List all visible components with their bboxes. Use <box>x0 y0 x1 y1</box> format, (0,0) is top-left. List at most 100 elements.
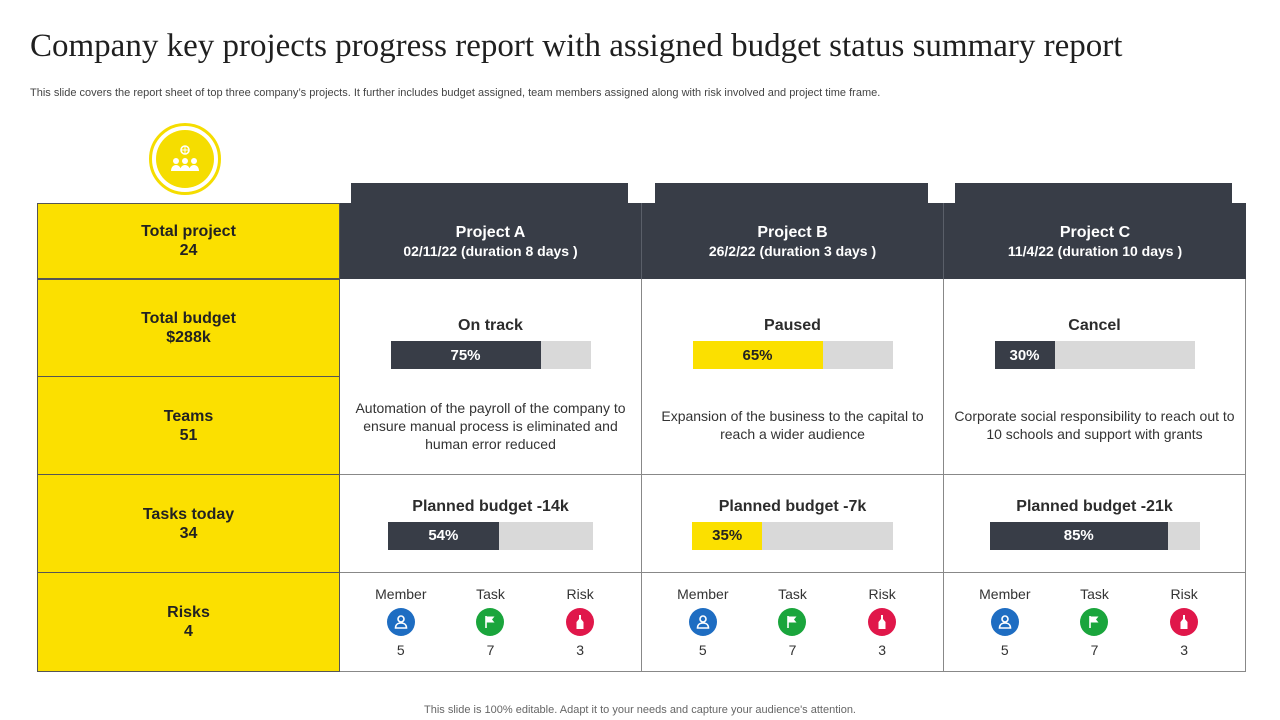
project-c-progress-fill: 30% <box>994 341 1055 369</box>
task-label: Task <box>778 586 807 602</box>
project-a-budget-text: 54% <box>428 527 459 544</box>
project-c-description: Corporate social responsibility to reach… <box>954 408 1235 442</box>
project-b-status: Paused <box>764 317 821 334</box>
project-c-budget-text: 85% <box>1063 527 1094 544</box>
task-count: 7 <box>1090 642 1099 658</box>
project-b-description-cell: Expansion of the business to the capital… <box>642 377 944 475</box>
project-a-status: On track <box>458 317 523 334</box>
project-a-name: Project A <box>455 223 526 241</box>
risks-label: Risks <box>167 604 210 621</box>
project-b-risk-stat: Risk 3 <box>847 586 917 658</box>
project-a-progress-fill: 75% <box>390 341 541 369</box>
member-label: Member <box>979 586 1031 602</box>
member-count: 5 <box>698 642 707 658</box>
project-b-progress-label: 65% <box>742 346 773 364</box>
project-a-budget-fill: 54% <box>388 521 499 550</box>
project-a-risk-stat: Risk 3 <box>545 586 615 658</box>
tasks-today-label: Tasks today <box>142 505 235 523</box>
report-table: Total project 24 Project A 02/11/22 (dur… <box>37 203 1246 672</box>
teams-cell: Teams 51 <box>37 377 340 475</box>
project-c-task-stat: Task 7 <box>1059 586 1129 658</box>
flag-icon <box>476 608 505 636</box>
risk-label: Risk <box>868 586 896 602</box>
project-c-status-cell: Cancel 30% <box>944 279 1246 377</box>
project-a-task-stat: Task 7 <box>455 586 525 658</box>
project-b-budget-text: 35% <box>712 527 743 544</box>
project-c-budget-fill: 85% <box>989 521 1168 550</box>
project-b-tab <box>655 183 928 205</box>
task-label: Task <box>1080 586 1109 602</box>
project-c-budget-bar: 85% <box>989 521 1200 550</box>
project-c-progress-bar: 30% <box>994 341 1195 369</box>
risk-label: Risk <box>566 586 594 602</box>
tasks-today-value: 34 <box>179 524 198 542</box>
member-count: 5 <box>1000 642 1009 658</box>
project-b-date: 26/2/22 (duration 3 days ) <box>708 242 877 259</box>
team-logo <box>149 123 221 195</box>
bottle-icon <box>566 608 595 636</box>
risk-count: 3 <box>576 642 585 658</box>
total-budget-label: Total budget <box>141 310 236 327</box>
project-a-description: Automation of the payroll of the company… <box>355 400 626 452</box>
project-b-progress-bar: 65% <box>692 341 893 369</box>
project-c-tab <box>955 183 1232 205</box>
project-c-date: 11/4/22 (duration 10 days ) <box>1007 242 1183 259</box>
total-budget-value: $288k <box>166 329 211 346</box>
project-a-date: 02/11/22 (duration 8 days ) <box>403 242 578 259</box>
tasks-today-cell: Tasks today 34 <box>37 475 340 573</box>
project-c-budget-cell: Planned budget -21k 85% <box>944 475 1246 573</box>
project-a-budget-cell: Planned budget -14k 54% <box>340 475 642 573</box>
project-a-progress-bar: 75% <box>390 341 591 369</box>
risk-count: 3 <box>878 642 887 658</box>
project-b-name: Project B <box>757 223 828 241</box>
member-label: Member <box>677 586 729 602</box>
total-project-label: Total project <box>141 223 236 240</box>
project-c-progress-label: 30% <box>1009 346 1040 364</box>
member-count: 5 <box>396 642 405 658</box>
project-b-header: Project B 26/2/22 (duration 3 days ) <box>642 203 944 279</box>
project-c-status: Cancel <box>1068 317 1121 334</box>
project-a-description-cell: Automation of the payroll of the company… <box>340 377 642 475</box>
project-b-budget-fill: 35% <box>692 521 763 550</box>
project-c-stats-cell: Member 5 Task 7 Risk 3 <box>944 573 1246 672</box>
risk-count: 3 <box>1180 642 1189 658</box>
footer-note: This slide is 100% editable. Adapt it to… <box>424 704 856 716</box>
project-a-header: Project A 02/11/22 (duration 8 days ) <box>340 203 642 279</box>
project-b-budget-label: Planned budget -7k <box>718 497 867 515</box>
project-c-header: Project C 11/4/22 (duration 10 days ) <box>944 203 1246 279</box>
project-c-description-cell: Corporate social responsibility to reach… <box>944 377 1246 475</box>
task-count: 7 <box>788 642 797 658</box>
risk-label: Risk <box>1170 586 1198 602</box>
page-subtitle: This slide covers the report sheet of to… <box>30 87 881 99</box>
project-c-name: Project C <box>1059 223 1131 241</box>
teams-label: Teams <box>163 407 214 425</box>
project-a-member-stat: Member 5 <box>366 586 436 658</box>
project-b-budget-cell: Planned budget -7k 35% <box>642 475 944 573</box>
risks-value: 4 <box>184 623 193 640</box>
task-count: 7 <box>486 642 495 658</box>
team-icon <box>171 145 199 171</box>
project-c-budget-label: Planned budget -21k <box>1016 497 1173 515</box>
project-b-task-stat: Task 7 <box>757 586 827 658</box>
project-a-progress-label: 75% <box>450 346 481 364</box>
member-label: Member <box>375 586 427 602</box>
task-label: Task <box>476 586 505 602</box>
project-b-description: Expansion of the business to the capital… <box>661 408 924 442</box>
project-b-member-stat: Member 5 <box>668 586 738 658</box>
total-budget-cell: Total budget $288k <box>37 279 340 377</box>
project-a-status-cell: On track 75% <box>340 279 642 377</box>
project-a-budget-label: Planned budget -14k <box>412 497 569 515</box>
flag-icon <box>778 608 807 636</box>
project-b-progress-fill: 65% <box>692 341 823 369</box>
project-b-stats-cell: Member 5 Task 7 Risk 3 <box>642 573 944 672</box>
total-project-value: 24 <box>179 242 198 259</box>
project-a-budget-bar: 54% <box>388 521 593 550</box>
bottle-icon <box>1170 608 1199 636</box>
bottle-icon <box>868 608 897 636</box>
user-icon <box>386 608 415 636</box>
teams-value: 51 <box>179 426 198 444</box>
risks-cell: Risks 4 <box>37 573 340 672</box>
total-project-cell: Total project 24 <box>37 203 340 279</box>
project-a-stats-cell: Member 5 Task 7 Risk 3 <box>340 573 642 672</box>
flag-icon <box>1080 608 1109 636</box>
